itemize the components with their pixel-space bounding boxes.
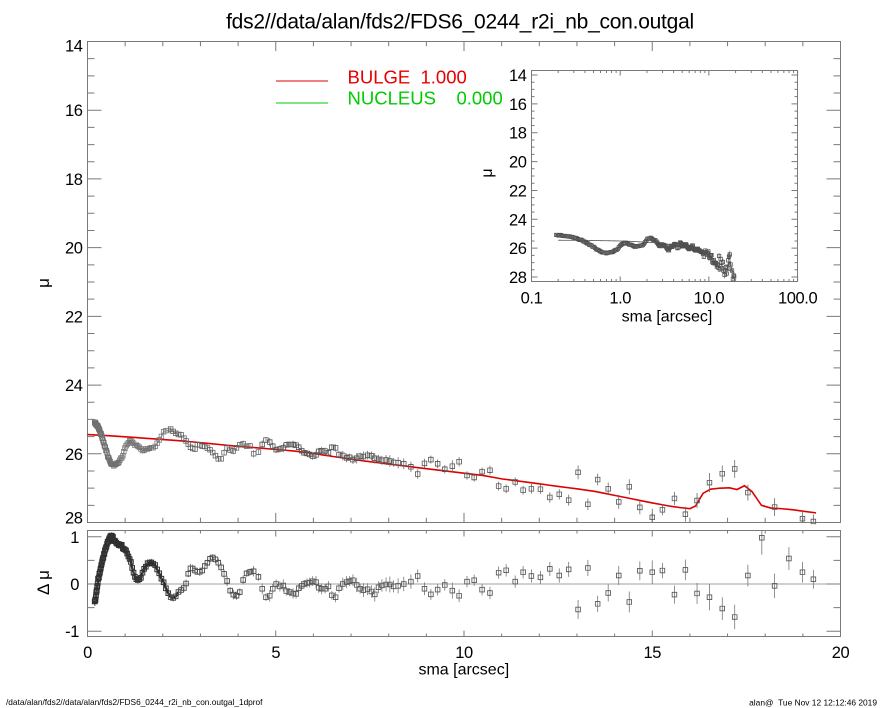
- svg-text:μ: μ: [479, 168, 496, 177]
- svg-text:alan@ Tue Nov 12 12:12:46 201: alan@ Tue Nov 12 12:12:46 2019: [749, 698, 877, 708]
- svg-text:20: 20: [509, 154, 527, 172]
- svg-text:28: 28: [509, 269, 527, 287]
- svg-text:-1: -1: [65, 623, 79, 641]
- svg-text:26: 26: [509, 240, 527, 258]
- svg-text:sma [arcsec]: sma [arcsec]: [622, 309, 713, 326]
- svg-text:10.0: 10.0: [694, 290, 725, 308]
- svg-text:18: 18: [65, 171, 83, 189]
- svg-text:15: 15: [643, 644, 661, 662]
- svg-text:22: 22: [509, 182, 527, 200]
- svg-text:28: 28: [65, 510, 83, 528]
- svg-text:16: 16: [65, 102, 83, 120]
- svg-text:Δ μ: Δ μ: [34, 570, 53, 595]
- svg-text:0: 0: [70, 576, 79, 594]
- svg-text:sma [arcsec]: sma [arcsec]: [418, 661, 509, 678]
- svg-text:24: 24: [65, 377, 83, 395]
- svg-text:fds2//data/alan/fds2/FDS6_0244: fds2//data/alan/fds2/FDS6_0244_r2i_nb_co…: [226, 11, 694, 34]
- svg-text:10: 10: [455, 644, 473, 662]
- svg-text:/data/alan/fds2//data/alan/fds: /data/alan/fds2//data/alan/fds2/FDS6_024…: [6, 697, 263, 707]
- svg-text:0: 0: [83, 644, 92, 662]
- svg-text:NUCLEUS 0.000: NUCLEUS 0.000: [348, 88, 503, 109]
- svg-text:1.0: 1.0: [609, 290, 631, 308]
- svg-text:BULGE 1.000: BULGE 1.000: [348, 67, 467, 88]
- svg-text:14: 14: [509, 67, 527, 85]
- svg-text:20: 20: [65, 240, 83, 258]
- svg-text:22: 22: [65, 308, 83, 326]
- svg-text:24: 24: [509, 211, 527, 229]
- svg-text:μ: μ: [34, 278, 53, 288]
- svg-text:20: 20: [832, 644, 850, 662]
- svg-text:16: 16: [509, 96, 527, 114]
- svg-text:0.1: 0.1: [521, 290, 543, 308]
- svg-text:1: 1: [70, 529, 79, 547]
- svg-text:26: 26: [65, 446, 83, 464]
- svg-text:18: 18: [509, 125, 527, 143]
- svg-text:14: 14: [65, 37, 83, 55]
- svg-text:5: 5: [271, 644, 280, 662]
- svg-text:100.0: 100.0: [778, 290, 818, 308]
